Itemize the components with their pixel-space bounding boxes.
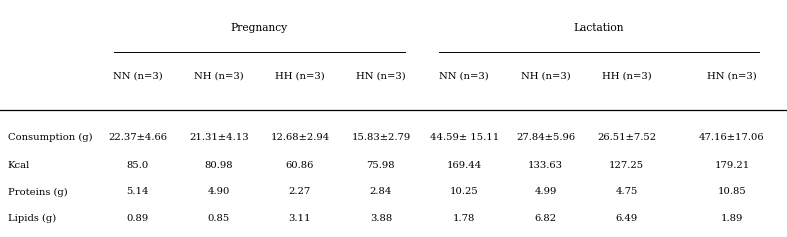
Text: 44.59± 15.11: 44.59± 15.11 (430, 133, 499, 142)
Text: 12.68±2.94: 12.68±2.94 (270, 133, 330, 142)
Text: 3.88: 3.88 (370, 214, 392, 223)
Text: 21.31±4.13: 21.31±4.13 (189, 133, 249, 142)
Text: HH (n=3): HH (n=3) (601, 71, 652, 80)
Text: Kcal: Kcal (8, 161, 30, 170)
Text: 27.84±5.96: 27.84±5.96 (515, 133, 575, 142)
Text: 85.0: 85.0 (127, 161, 149, 170)
Text: 127.25: 127.25 (609, 161, 644, 170)
Text: Lipids (g): Lipids (g) (8, 214, 56, 223)
Text: 2.84: 2.84 (370, 187, 392, 196)
Text: 133.63: 133.63 (528, 161, 563, 170)
Text: Proteins (g): Proteins (g) (8, 187, 68, 196)
Text: HN (n=3): HN (n=3) (356, 71, 406, 80)
Text: 2.27: 2.27 (289, 187, 311, 196)
Text: 179.21: 179.21 (715, 161, 749, 170)
Text: 22.37±4.66: 22.37±4.66 (109, 133, 167, 142)
Text: 26.51±7.52: 26.51±7.52 (597, 133, 656, 142)
Text: HH (n=3): HH (n=3) (275, 71, 325, 80)
Text: 0.85: 0.85 (208, 214, 230, 223)
Text: NN (n=3): NN (n=3) (113, 71, 163, 80)
Text: 47.16±17.06: 47.16±17.06 (699, 133, 765, 142)
Text: 60.86: 60.86 (286, 161, 314, 170)
Text: NH (n=3): NH (n=3) (194, 71, 244, 80)
Text: 1.78: 1.78 (453, 214, 475, 223)
Text: 10.25: 10.25 (450, 187, 478, 196)
Text: 4.99: 4.99 (534, 187, 556, 196)
Text: Consumption (g): Consumption (g) (8, 133, 93, 142)
Text: 169.44: 169.44 (447, 161, 482, 170)
Text: 80.98: 80.98 (205, 161, 233, 170)
Text: 4.90: 4.90 (208, 187, 230, 196)
Text: NH (n=3): NH (n=3) (520, 71, 571, 80)
Text: 75.98: 75.98 (367, 161, 395, 170)
Text: HN (n=3): HN (n=3) (707, 71, 757, 80)
Text: 6.49: 6.49 (615, 214, 637, 223)
Text: 0.89: 0.89 (127, 214, 149, 223)
Text: 15.83±2.79: 15.83±2.79 (351, 133, 411, 142)
Text: NN (n=3): NN (n=3) (439, 71, 490, 80)
Text: 10.85: 10.85 (718, 187, 746, 196)
Text: 5.14: 5.14 (127, 187, 149, 196)
Text: 1.89: 1.89 (721, 214, 743, 223)
Text: 4.75: 4.75 (615, 187, 637, 196)
Text: 3.11: 3.11 (289, 214, 311, 223)
Text: Lactation: Lactation (573, 23, 623, 33)
Text: Pregnancy: Pregnancy (231, 23, 288, 33)
Text: 6.82: 6.82 (534, 214, 556, 223)
